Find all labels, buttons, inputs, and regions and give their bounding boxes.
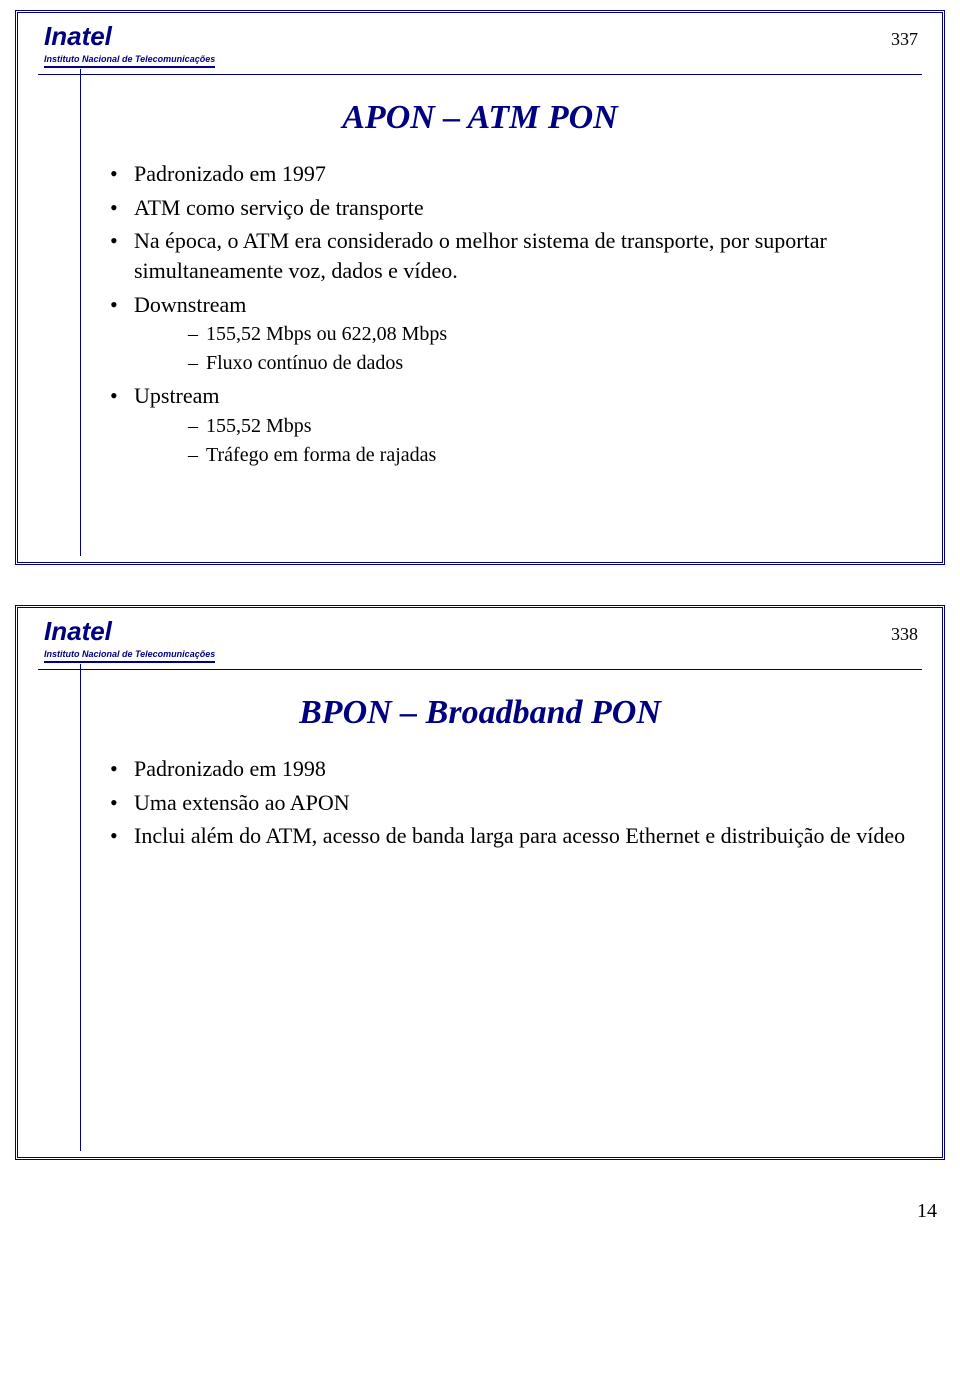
bullet-text: Na época, o ATM era considerado o melhor…: [134, 228, 827, 283]
slide-338: Inatel Instituto Nacional de Telecomunic…: [15, 605, 945, 1160]
list-item: Padronizado em 1998: [110, 754, 922, 784]
bullet-text: Upstream: [134, 383, 220, 408]
slide-number: 337: [891, 23, 922, 50]
logo-block: Inatel Instituto Nacional de Telecomunic…: [38, 618, 215, 663]
slide-header: Inatel Instituto Nacional de Telecomunic…: [38, 23, 922, 74]
list-item: 155,52 Mbps ou 622,08 Mbps: [188, 321, 922, 348]
bullet-text: ATM como serviço de transporte: [134, 195, 424, 220]
list-item: ATM como serviço de transporte: [110, 193, 922, 223]
dash-text: Tráfego em forma de rajadas: [206, 444, 436, 466]
dash-text: 155,52 Mbps: [206, 415, 312, 437]
list-item: Fluxo contínuo de dados: [188, 350, 922, 377]
brand-subtitle: Instituto Nacional de Telecomunicações: [44, 650, 215, 663]
dash-text: Fluxo contínuo de dados: [206, 352, 403, 374]
list-item: 155,52 Mbps: [188, 413, 922, 440]
list-item: Na época, o ATM era considerado o melhor…: [110, 226, 922, 285]
slide-title: BPON – Broadband PON: [38, 694, 922, 732]
brand-subtitle: Instituto Nacional de Telecomunicações: [44, 55, 215, 68]
slide-number: 338: [891, 618, 922, 645]
bullet-list: Padronizado em 1998 Uma extensão ao APON…: [110, 754, 922, 851]
brand-name: Inatel: [44, 618, 215, 644]
list-item: Downstream 155,52 Mbps ou 622,08 Mbps Fl…: [110, 290, 922, 378]
horizontal-rule: [38, 669, 922, 670]
list-item: Upstream 155,52 Mbps Tráfego em forma de…: [110, 381, 922, 469]
logo-block: Inatel Instituto Nacional de Telecomunic…: [38, 23, 215, 68]
slide-header: Inatel Instituto Nacional de Telecomunic…: [38, 618, 922, 669]
slide-content: Padronizado em 1998 Uma extensão ao APON…: [38, 754, 922, 851]
bullet-list: Padronizado em 1997 ATM como serviço de …: [110, 159, 922, 469]
slide-title: APON – ATM PON: [38, 99, 922, 137]
slide-337: Inatel Instituto Nacional de Telecomunic…: [15, 10, 945, 565]
brand-name: Inatel: [44, 23, 215, 49]
vertical-rule: [80, 664, 81, 1151]
handout-page-number: 14: [15, 1200, 945, 1223]
slide-content: Padronizado em 1997 ATM como serviço de …: [38, 159, 922, 469]
dash-list: 155,52 Mbps ou 622,08 Mbps Fluxo contínu…: [134, 321, 922, 377]
list-item: Padronizado em 1997: [110, 159, 922, 189]
horizontal-rule: [38, 74, 922, 75]
bullet-text: Padronizado em 1998: [134, 756, 326, 781]
bullet-text: Padronizado em 1997: [134, 161, 326, 186]
bullet-text: Downstream: [134, 292, 246, 317]
list-item: Tráfego em forma de rajadas: [188, 442, 922, 469]
dash-list: 155,52 Mbps Tráfego em forma de rajadas: [134, 413, 922, 469]
bullet-text: Inclui além do ATM, acesso de banda larg…: [134, 823, 905, 848]
dash-text: 155,52 Mbps ou 622,08 Mbps: [206, 323, 447, 345]
list-item: Uma extensão ao APON: [110, 788, 922, 818]
list-item: Inclui além do ATM, acesso de banda larg…: [110, 821, 922, 851]
bullet-text: Uma extensão ao APON: [134, 790, 350, 815]
